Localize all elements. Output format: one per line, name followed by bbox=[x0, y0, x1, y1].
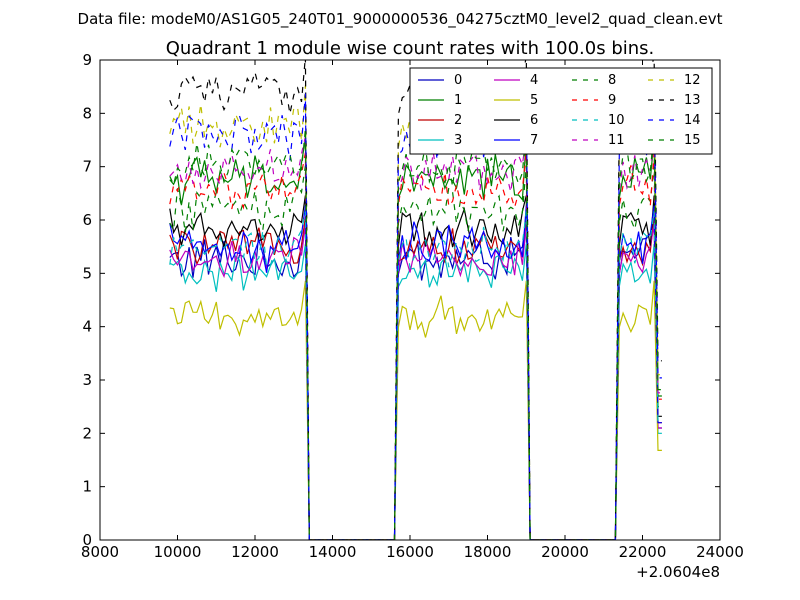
x-tick-label: 8000 bbox=[81, 543, 119, 561]
figure-suptitle: Data file: modeM0/AS1G05_240T01_90000005… bbox=[78, 10, 723, 29]
x-tick-label: 10000 bbox=[154, 543, 202, 561]
series-line-1 bbox=[169, 138, 662, 540]
series-line-8 bbox=[169, 165, 662, 540]
y-tick-label: 4 bbox=[82, 318, 92, 336]
legend-label: 8 bbox=[608, 73, 616, 88]
y-tick-label: 3 bbox=[82, 371, 92, 389]
x-offset-label: +2.0604e8 bbox=[636, 563, 720, 581]
y-tick-label: 9 bbox=[82, 51, 92, 69]
y-tick-label: 7 bbox=[82, 158, 92, 176]
series-line-3 bbox=[169, 243, 662, 540]
series-line-6 bbox=[169, 195, 662, 540]
series-line-5 bbox=[169, 280, 662, 540]
legend-label: 10 bbox=[608, 113, 625, 128]
x-axis-ticks: 8000 10000 12000 14000 16000 18000 20000 22000 2… bbox=[81, 60, 744, 561]
y-tick-label: 0 bbox=[82, 531, 92, 549]
legend-label: 4 bbox=[530, 73, 538, 88]
legend-label: 0 bbox=[454, 73, 462, 88]
x-tick-label: 18000 bbox=[464, 543, 512, 561]
y-tick-label: 1 bbox=[82, 478, 92, 496]
chart-title: Quadrant 1 module wise count rates with … bbox=[166, 38, 655, 59]
series-line-9 bbox=[169, 152, 662, 540]
y-tick-label: 8 bbox=[82, 104, 92, 122]
x-tick-label: 22000 bbox=[619, 543, 667, 561]
legend-label: 9 bbox=[608, 93, 616, 108]
x-tick-label: 20000 bbox=[541, 543, 589, 561]
series-line-10 bbox=[169, 211, 662, 540]
x-tick-label: 14000 bbox=[309, 543, 357, 561]
x-tick-label: 12000 bbox=[231, 543, 279, 561]
legend-label: 14 bbox=[684, 113, 701, 128]
y-tick-label: 5 bbox=[82, 264, 92, 282]
legend-label: 7 bbox=[530, 133, 538, 148]
y-tick-label: 2 bbox=[82, 424, 92, 442]
series-line-4 bbox=[169, 224, 662, 540]
x-tick-label: 16000 bbox=[386, 543, 434, 561]
legend-label: 3 bbox=[454, 133, 462, 148]
legend-label: 6 bbox=[530, 113, 538, 128]
y-tick-label: 6 bbox=[82, 211, 92, 229]
legend-label: 1 bbox=[454, 93, 462, 108]
legend-label: 5 bbox=[530, 93, 538, 108]
legend-label: 11 bbox=[608, 133, 625, 148]
legend-label: 15 bbox=[684, 133, 701, 148]
legend-label: 13 bbox=[684, 93, 701, 108]
series-line-7 bbox=[169, 205, 662, 540]
x-tick-label: 24000 bbox=[696, 543, 744, 561]
legend-label: 2 bbox=[454, 113, 462, 128]
legend-label: 12 bbox=[684, 73, 701, 88]
